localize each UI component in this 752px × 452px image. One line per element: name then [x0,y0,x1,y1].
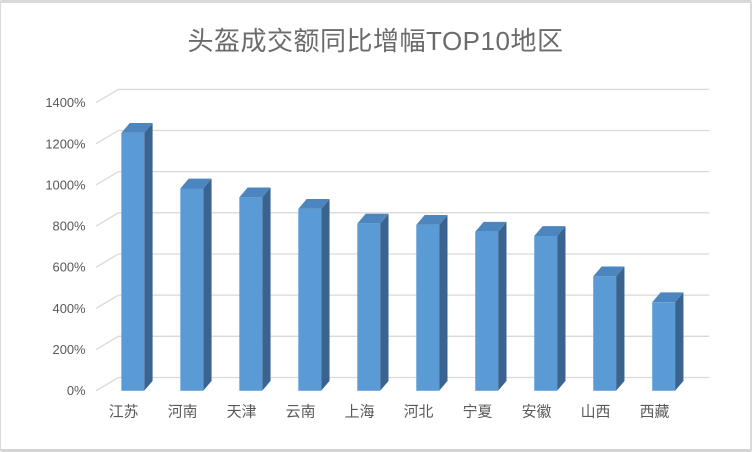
bar-top-face [121,123,153,133]
bar-top-face [652,292,684,303]
y-axis-labels: 0% 200% 400% 600% 800% 1000% 1200% 1400% [45,95,85,398]
y-axis-tick-label: 1000% [45,177,85,192]
bar-front-face [593,276,617,391]
bar-top-face [298,198,330,209]
bar-side-face [557,226,566,391]
bar-front-face [298,208,322,391]
x-axis-label: 宁夏 [463,403,493,420]
bar-top-face [180,178,212,189]
bar-云南[interactable] [298,198,330,391]
y-axis-tick-label: 1400% [45,95,85,110]
x-axis-labels: 江苏 河南 天津 云南 上海 河北 宁夏 安徽 山西 西藏 [109,403,670,420]
x-axis-label: 云南 [286,403,316,420]
bar-side-face [675,292,684,391]
bar-front-face [475,231,499,391]
bar-front-face [121,132,145,391]
bar-江苏[interactable] [121,123,153,391]
y-axis-tick-label: 800% [53,219,86,234]
bar-上海[interactable] [357,213,389,391]
y-axis-tick-label: 200% [53,342,86,357]
bar-front-face [239,197,263,391]
bar-front-face [357,223,381,391]
bar-side-face [144,123,153,391]
bar-side-face [380,213,389,391]
bars [121,123,684,391]
bar-top-face [416,215,448,225]
x-axis-label: 上海 [345,403,375,420]
gridline-tick-600% [95,253,119,268]
x-axis-label: 西藏 [640,403,670,420]
gridline-tick-1400% [95,88,119,104]
x-axis-label: 河南 [168,403,198,420]
bar-side-face [203,178,212,391]
bar-top-face [239,187,271,198]
bar-top-face [593,266,625,277]
bar-top-face [357,213,389,224]
y-axis-tick-label: 1200% [45,136,85,151]
y-axis-tick-label: 0% [67,383,86,398]
gridline-tick-800% [95,212,119,227]
bar-top-face [534,226,566,237]
gridlines [95,88,710,392]
bar-宁夏[interactable] [475,221,507,391]
bar-安徽[interactable] [534,226,566,391]
bar-side-face [321,198,330,391]
gridline-tick-1200% [95,129,119,145]
x-axis-label: 河北 [404,403,434,420]
bar-河北[interactable] [416,215,448,391]
bar-河南[interactable] [180,178,212,391]
bar-front-face [416,224,440,391]
bar-西藏[interactable] [652,292,684,391]
gridline-tick-200% [95,335,119,351]
bar-山西[interactable] [593,266,625,391]
gridline-tick-400% [95,294,119,310]
bar-side-face [498,221,507,391]
x-axis-label: 安徽 [522,403,552,420]
bar-front-face [534,236,558,391]
bar-front-face [180,188,204,391]
bar-side-face [439,215,448,391]
gridline-tick-0% [95,376,119,392]
bar-front-face [652,302,676,391]
bar-side-face [262,187,271,391]
bar-side-face [616,266,625,391]
gridline-tick-1000% [95,171,119,186]
bar-天津[interactable] [239,187,271,391]
bar-top-face [475,221,507,232]
x-axis-label: 天津 [227,403,257,420]
bar-chart-canvas: 0% 200% 400% 600% 800% 1000% 1200% 1400% 江苏 河南 天津 云… [45,88,710,420]
x-axis-label: 江苏 [109,403,139,420]
y-axis-tick-label: 600% [53,260,86,275]
y-axis-tick-label: 400% [53,301,86,316]
x-axis-label: 山西 [581,403,611,420]
